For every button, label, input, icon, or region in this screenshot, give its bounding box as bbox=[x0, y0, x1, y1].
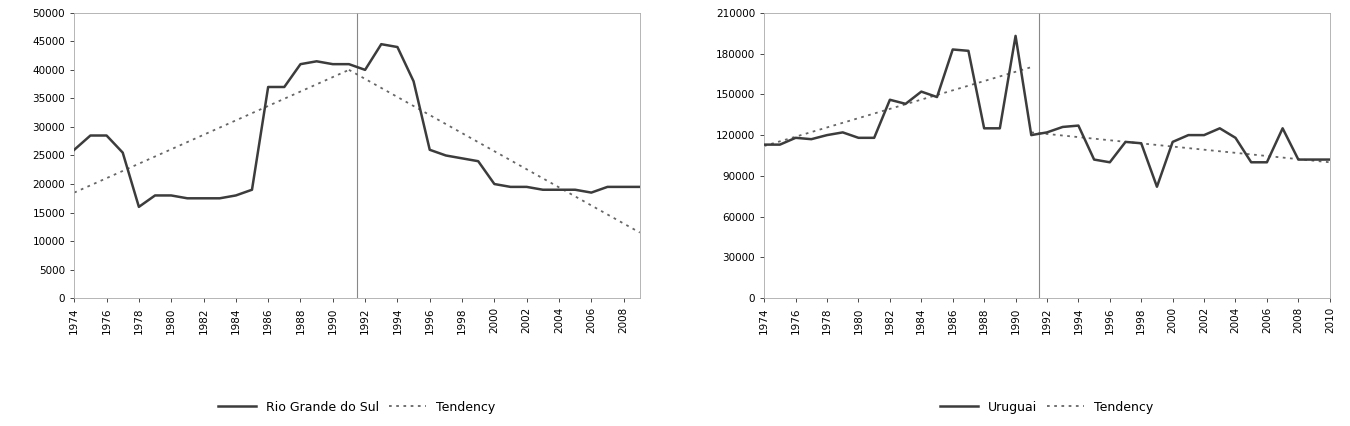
Rio Grande do Sul bbox=[632, 184, 648, 190]
Rio Grande do Sul bbox=[356, 67, 373, 72]
Uruguai bbox=[1102, 160, 1118, 165]
Legend: Rio Grande do Sul, Tendency: Rio Grande do Sul, Tendency bbox=[213, 396, 501, 419]
Uruguai bbox=[898, 101, 914, 106]
Uruguai bbox=[1071, 123, 1087, 128]
Uruguai bbox=[1054, 124, 1071, 130]
Rio Grande do Sul bbox=[163, 193, 180, 198]
Uruguai bbox=[1133, 141, 1149, 146]
Rio Grande do Sul bbox=[82, 133, 99, 138]
Rio Grande do Sul bbox=[131, 204, 147, 210]
Rio Grande do Sul bbox=[212, 196, 228, 201]
Uruguai bbox=[960, 48, 976, 53]
Rio Grande do Sul bbox=[277, 84, 293, 89]
Uruguai bbox=[803, 137, 819, 142]
Tendency bbox=[1023, 65, 1040, 70]
Uruguai bbox=[1165, 139, 1181, 144]
Rio Grande do Sul bbox=[115, 150, 131, 155]
Uruguai bbox=[1007, 33, 1023, 38]
Uruguai bbox=[1258, 160, 1274, 165]
Rio Grande do Sul bbox=[340, 62, 356, 67]
Uruguai bbox=[1040, 130, 1056, 135]
Uruguai bbox=[1274, 126, 1291, 131]
Uruguai bbox=[1305, 157, 1322, 162]
Rio Grande do Sul bbox=[583, 190, 599, 195]
Line: Rio Grande do Sul: Rio Grande do Sul bbox=[74, 44, 640, 207]
Rio Grande do Sul bbox=[309, 59, 325, 64]
Rio Grande do Sul bbox=[373, 42, 389, 47]
Line: Uruguai: Uruguai bbox=[764, 36, 1330, 187]
Rio Grande do Sul bbox=[535, 187, 551, 192]
Rio Grande do Sul bbox=[196, 196, 212, 201]
Uruguai bbox=[1118, 139, 1134, 144]
Rio Grande do Sul bbox=[244, 187, 261, 192]
Rio Grande do Sul bbox=[567, 187, 583, 192]
Uruguai bbox=[850, 135, 867, 141]
Uruguai bbox=[1180, 132, 1196, 138]
Rio Grande do Sul bbox=[147, 193, 163, 198]
Rio Grande do Sul bbox=[470, 158, 486, 164]
Rio Grande do Sul bbox=[180, 196, 196, 201]
Rio Grande do Sul bbox=[421, 147, 437, 153]
Uruguai bbox=[913, 89, 929, 94]
Uruguai bbox=[1023, 132, 1040, 138]
Uruguai bbox=[992, 126, 1008, 131]
Uruguai bbox=[1085, 157, 1102, 162]
Uruguai bbox=[1212, 126, 1228, 131]
Rio Grande do Sul bbox=[325, 62, 342, 67]
Rio Grande do Sul bbox=[66, 147, 82, 153]
Rio Grande do Sul bbox=[502, 184, 518, 190]
Rio Grande do Sul bbox=[518, 184, 535, 190]
Uruguai bbox=[867, 135, 883, 141]
Tendency bbox=[340, 67, 356, 72]
Uruguai bbox=[819, 132, 836, 138]
Rio Grande do Sul bbox=[454, 156, 470, 161]
Rio Grande do Sul bbox=[599, 184, 616, 190]
Tendency bbox=[756, 144, 772, 149]
Uruguai bbox=[834, 130, 850, 135]
Legend: Uruguai, Tendency: Uruguai, Tendency bbox=[936, 396, 1158, 419]
Rio Grande do Sul bbox=[405, 79, 421, 84]
Tendency bbox=[66, 190, 82, 195]
Rio Grande do Sul bbox=[293, 62, 309, 67]
Rio Grande do Sul bbox=[437, 153, 454, 158]
Rio Grande do Sul bbox=[228, 193, 244, 198]
Uruguai bbox=[1243, 160, 1260, 165]
Uruguai bbox=[976, 126, 992, 131]
Rio Grande do Sul bbox=[389, 44, 405, 49]
Uruguai bbox=[1149, 184, 1165, 189]
Uruguai bbox=[1196, 132, 1212, 138]
Uruguai bbox=[929, 95, 945, 100]
Uruguai bbox=[772, 142, 788, 147]
Uruguai bbox=[1291, 157, 1307, 162]
Rio Grande do Sul bbox=[261, 84, 277, 89]
Uruguai bbox=[756, 142, 772, 147]
Uruguai bbox=[1322, 157, 1338, 162]
Uruguai bbox=[882, 97, 898, 102]
Rio Grande do Sul bbox=[616, 184, 632, 190]
Uruguai bbox=[787, 135, 803, 141]
Rio Grande do Sul bbox=[99, 133, 115, 138]
Line: Tendency: Tendency bbox=[764, 67, 1031, 146]
Rio Grande do Sul bbox=[486, 181, 502, 187]
Uruguai bbox=[945, 47, 961, 52]
Uruguai bbox=[1227, 135, 1243, 141]
Line: Tendency: Tendency bbox=[74, 70, 348, 193]
Rio Grande do Sul bbox=[551, 187, 567, 192]
